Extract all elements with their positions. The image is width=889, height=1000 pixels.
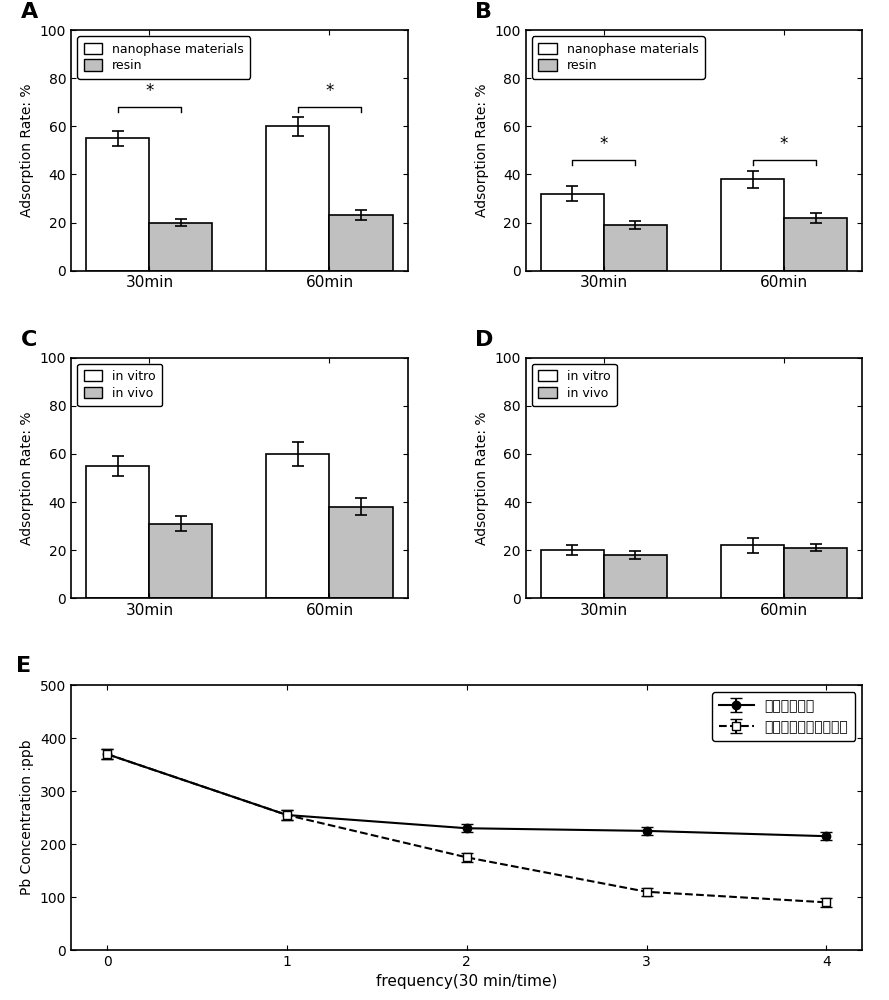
Bar — [330, 215, 393, 271]
Text: C: C — [20, 330, 37, 350]
Y-axis label: Adsorption Rate: %: Adsorption Rate: % — [475, 411, 489, 545]
Legend: 吸附过程时间, 频率导致的铅浓度增加: 吸附过程时间, 频率导致的铅浓度增加 — [712, 692, 855, 741]
Text: *: * — [780, 135, 789, 153]
Y-axis label: Adsorption Rate: %: Adsorption Rate: % — [20, 84, 35, 217]
Bar — [784, 548, 847, 598]
Bar — [330, 507, 393, 598]
Bar — [541, 194, 604, 271]
Bar — [267, 126, 330, 271]
Bar — [541, 550, 604, 598]
Text: A: A — [20, 2, 38, 22]
Bar — [721, 545, 784, 598]
Bar — [604, 225, 667, 271]
Text: *: * — [145, 82, 154, 100]
Bar — [721, 179, 784, 271]
Bar — [604, 555, 667, 598]
Y-axis label: Adsorption Rate: %: Adsorption Rate: % — [20, 411, 35, 545]
Bar — [86, 138, 149, 271]
Bar — [149, 524, 212, 598]
Bar — [149, 223, 212, 271]
Bar — [86, 466, 149, 598]
Bar — [784, 218, 847, 271]
Legend: nanophase materials, resin: nanophase materials, resin — [77, 36, 251, 79]
Y-axis label: Adsorption Rate: %: Adsorption Rate: % — [475, 84, 489, 217]
Legend: in vitro, in vivo: in vitro, in vivo — [77, 364, 163, 406]
Bar — [267, 454, 330, 598]
Text: D: D — [475, 330, 493, 350]
Text: *: * — [600, 135, 608, 153]
Text: B: B — [475, 2, 493, 22]
Legend: in vitro, in vivo: in vitro, in vivo — [532, 364, 617, 406]
Text: E: E — [16, 656, 31, 676]
Text: *: * — [325, 82, 333, 100]
Legend: nanophase materials, resin: nanophase materials, resin — [532, 36, 705, 79]
Y-axis label: Pb Concentration :ppb: Pb Concentration :ppb — [20, 740, 35, 895]
X-axis label: frequency(30 min/time): frequency(30 min/time) — [376, 974, 557, 989]
